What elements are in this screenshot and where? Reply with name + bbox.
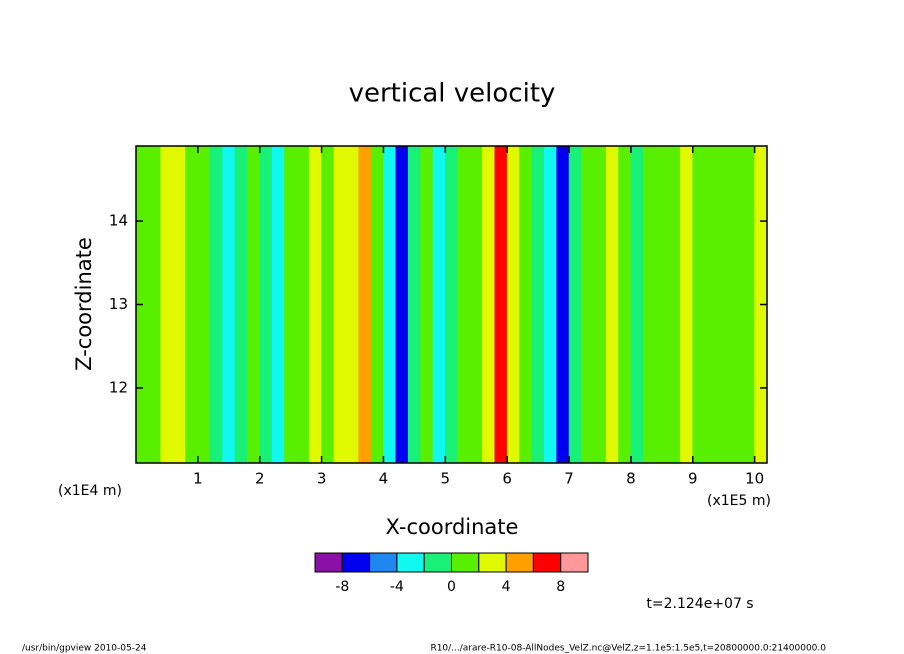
field-cell	[172, 146, 186, 463]
field-cell	[395, 146, 409, 463]
colorbar-box	[560, 552, 589, 573]
x-tick-label: 1	[193, 470, 203, 488]
chart-title: vertical velocity	[349, 79, 556, 109]
colorbar-box	[423, 552, 453, 573]
x-tick-label: 9	[688, 470, 698, 488]
field-cell	[432, 146, 446, 463]
colorbar-tick-label: 8	[556, 579, 565, 595]
field-cell	[556, 146, 570, 463]
field-cell	[581, 146, 595, 463]
field-cell	[358, 146, 372, 463]
field-cell	[630, 146, 644, 463]
field-cell	[296, 146, 310, 463]
field-cell	[271, 146, 285, 463]
colorbar-box	[532, 552, 562, 573]
field-cell	[729, 146, 743, 463]
field-cell	[531, 146, 545, 463]
time-note: t=2.124e+07 s	[646, 596, 753, 612]
field-cell	[667, 146, 681, 463]
field-cell	[420, 146, 434, 463]
field-cell	[568, 146, 582, 463]
field-cell	[234, 146, 248, 463]
field-cell	[308, 146, 322, 463]
y-axis-label: Z-coordinate	[72, 237, 96, 371]
x-tick-label: 5	[441, 470, 451, 488]
field-cell	[383, 146, 397, 463]
x-unit: (x1E5 m)	[707, 493, 771, 509]
field-cell	[445, 146, 458, 463]
colorbar-box	[478, 552, 507, 573]
colorbar-box	[369, 552, 398, 573]
field-cell	[160, 146, 174, 463]
x-tick-label: 8	[626, 470, 636, 488]
colorbar-box	[396, 552, 425, 573]
x-axis-label: X-coordinate	[386, 515, 519, 539]
colorbar-box	[314, 552, 343, 573]
colorbar-box	[341, 552, 371, 573]
field-cell	[494, 146, 508, 463]
x-tick-label: 10	[745, 470, 764, 488]
field-cell	[247, 146, 261, 463]
footer-right: R10/.../arare-R10-08-AllNodes_VelZ.nc@Ve…	[430, 644, 826, 654]
field-cell	[680, 146, 694, 463]
field-cell	[469, 146, 483, 463]
colorbar-box	[505, 552, 534, 573]
footer-left: /usr/bin/gpview 2010-05-24	[22, 644, 147, 654]
y-tick-label: 12	[109, 378, 128, 396]
colorbar-tick-label: -8	[335, 579, 349, 595]
field-cell	[321, 146, 335, 463]
field-cell	[209, 146, 223, 463]
field-cell	[346, 146, 360, 463]
field-cell	[482, 146, 496, 463]
field-cell	[692, 146, 706, 463]
colorbar-tick-label: -4	[390, 579, 404, 595]
field-cell	[618, 146, 632, 463]
field-cell	[605, 146, 619, 463]
field-cell	[370, 146, 384, 463]
x-tick-label: 4	[379, 470, 389, 488]
x-tick-label: 2	[255, 470, 265, 488]
x-tick-label: 6	[502, 470, 512, 488]
field-cell	[717, 146, 731, 463]
field-cell	[543, 146, 557, 463]
field-cell	[642, 146, 656, 463]
colorbar-tick-label: 4	[502, 579, 511, 595]
y-unit: (x1E4 m)	[58, 483, 122, 499]
field-cell	[593, 146, 607, 463]
x-tick-label: 7	[564, 470, 574, 488]
field-cell	[284, 146, 298, 463]
field-cell	[457, 146, 471, 463]
field-cell	[655, 146, 669, 463]
field-cell	[741, 146, 755, 463]
field-cell	[185, 146, 199, 463]
field-cell	[506, 146, 520, 463]
field-cell	[222, 146, 236, 463]
field-cell	[148, 146, 162, 463]
field-cell	[407, 146, 421, 463]
field-cell	[333, 146, 347, 463]
colorbar-box	[451, 552, 480, 573]
x-tick-label: 3	[317, 470, 327, 488]
field-cell	[519, 146, 533, 463]
field-cell	[704, 146, 718, 463]
y-tick-label: 14	[109, 212, 128, 230]
colorbar-tick-label: 0	[447, 579, 456, 595]
field-cell	[259, 146, 273, 463]
y-tick-label: 13	[109, 295, 128, 313]
field-cell	[197, 146, 211, 463]
